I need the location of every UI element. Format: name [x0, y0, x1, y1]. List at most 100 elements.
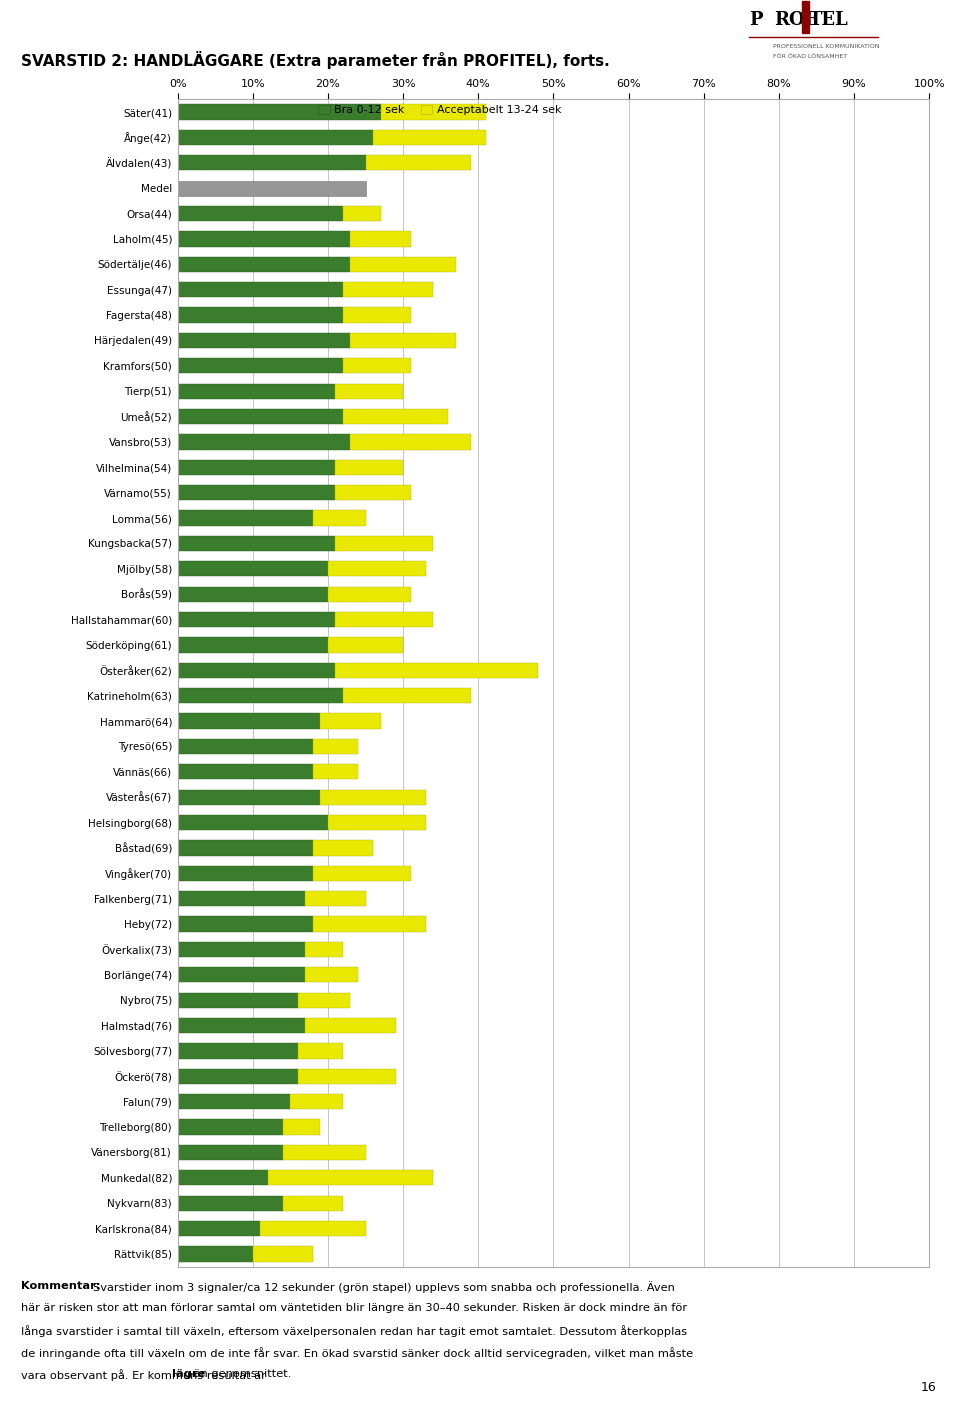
Bar: [335, 535, 433, 551]
Bar: [268, 1170, 433, 1186]
Bar: [178, 231, 350, 247]
Bar: [373, 129, 486, 145]
Bar: [178, 663, 335, 677]
Bar: [343, 308, 411, 322]
Bar: [178, 129, 373, 145]
Text: FÖR ÖKAD LÖNSAMHET: FÖR ÖKAD LÖNSAMHET: [773, 54, 847, 60]
Bar: [178, 916, 313, 932]
Text: P: P: [749, 11, 762, 30]
Bar: [178, 993, 298, 1008]
Bar: [343, 358, 411, 373]
Bar: [178, 941, 305, 957]
Bar: [178, 1119, 283, 1135]
Text: Kommentar:: Kommentar:: [21, 1281, 101, 1291]
Bar: [802, 1, 809, 33]
Bar: [178, 409, 343, 425]
Bar: [178, 105, 380, 119]
Bar: [178, 332, 350, 348]
Text: de inringande ofta till växeln om de inte får svar. En ökad svarstid sänker dock: de inringande ofta till växeln om de int…: [21, 1346, 693, 1359]
Bar: [305, 941, 343, 957]
Bar: [178, 308, 343, 322]
Bar: [178, 383, 335, 399]
Bar: [350, 257, 456, 273]
Bar: [328, 561, 425, 577]
Bar: [178, 586, 328, 602]
Bar: [178, 866, 313, 880]
Bar: [343, 283, 433, 297]
Text: SVARSTID 2: HANDLÄGGARE (Extra parameter från PROFITEL), forts.: SVARSTID 2: HANDLÄGGARE (Extra parameter…: [21, 51, 610, 70]
Bar: [178, 155, 366, 170]
Bar: [178, 1093, 290, 1109]
Bar: [335, 383, 403, 399]
Bar: [298, 1044, 343, 1058]
Bar: [178, 892, 305, 906]
Bar: [313, 866, 411, 880]
Bar: [335, 612, 433, 628]
Text: än genomsnittet.: än genomsnittet.: [190, 1369, 292, 1379]
Bar: [178, 1044, 298, 1058]
Bar: [178, 460, 335, 474]
Bar: [335, 460, 403, 474]
Bar: [328, 815, 425, 831]
Bar: [350, 332, 456, 348]
Bar: [343, 206, 380, 222]
Bar: [366, 155, 470, 170]
Bar: [313, 841, 373, 856]
Text: långa svarstider i samtal till växeln, eftersom växelpersonalen redan har tagit : långa svarstider i samtal till växeln, e…: [21, 1325, 687, 1336]
Text: Svarstider inom 3 signaler/ca 12 sekunder (grön stapel) upplevs som snabba och p: Svarstider inom 3 signaler/ca 12 sekunde…: [93, 1281, 675, 1292]
Text: 16: 16: [921, 1382, 936, 1394]
Bar: [283, 1196, 343, 1211]
Bar: [350, 231, 411, 247]
Bar: [178, 713, 321, 728]
Bar: [178, 1247, 252, 1261]
Bar: [178, 1018, 305, 1034]
Bar: [178, 1196, 283, 1211]
Bar: [283, 1145, 366, 1160]
Bar: [178, 738, 313, 754]
Bar: [178, 689, 343, 703]
Text: ROF: ROF: [774, 11, 817, 30]
Bar: [328, 638, 403, 653]
Bar: [178, 486, 335, 500]
Bar: [178, 967, 305, 983]
Bar: [252, 1247, 313, 1261]
Bar: [313, 510, 366, 525]
Bar: [178, 841, 313, 856]
Bar: [321, 790, 425, 805]
Text: vara observant på. Er kommuns resultat är: vara observant på. Er kommuns resultat ä…: [21, 1369, 270, 1380]
Text: lägre: lägre: [172, 1369, 205, 1379]
Bar: [178, 535, 335, 551]
Bar: [178, 257, 350, 273]
Text: TEL: TEL: [808, 11, 848, 30]
Bar: [335, 486, 411, 500]
Bar: [178, 283, 343, 297]
Bar: [178, 1069, 298, 1083]
Legend: Bra 0-12 sek, Acceptabelt 13-24 sek: Bra 0-12 sek, Acceptabelt 13-24 sek: [319, 105, 561, 115]
Bar: [290, 1093, 343, 1109]
Bar: [305, 967, 358, 983]
Bar: [380, 105, 486, 119]
Bar: [298, 1069, 396, 1083]
Bar: [178, 815, 328, 831]
Bar: [178, 790, 321, 805]
Bar: [178, 1221, 260, 1237]
Bar: [335, 663, 539, 677]
Bar: [178, 180, 366, 196]
Bar: [178, 561, 328, 577]
Text: här är risken stor att man förlorar samtal om väntetiden blir längre än 30–40 se: här är risken stor att man förlorar samt…: [21, 1304, 687, 1314]
Bar: [313, 738, 358, 754]
Bar: [283, 1119, 321, 1135]
Bar: [178, 510, 313, 525]
Bar: [350, 435, 470, 450]
Bar: [178, 612, 335, 628]
Bar: [178, 1170, 268, 1186]
Bar: [343, 409, 448, 425]
Bar: [178, 638, 328, 653]
Bar: [260, 1221, 366, 1237]
Bar: [178, 1145, 283, 1160]
Bar: [178, 764, 313, 780]
Bar: [178, 206, 343, 222]
Bar: [305, 892, 366, 906]
Bar: [313, 764, 358, 780]
Bar: [305, 1018, 396, 1034]
